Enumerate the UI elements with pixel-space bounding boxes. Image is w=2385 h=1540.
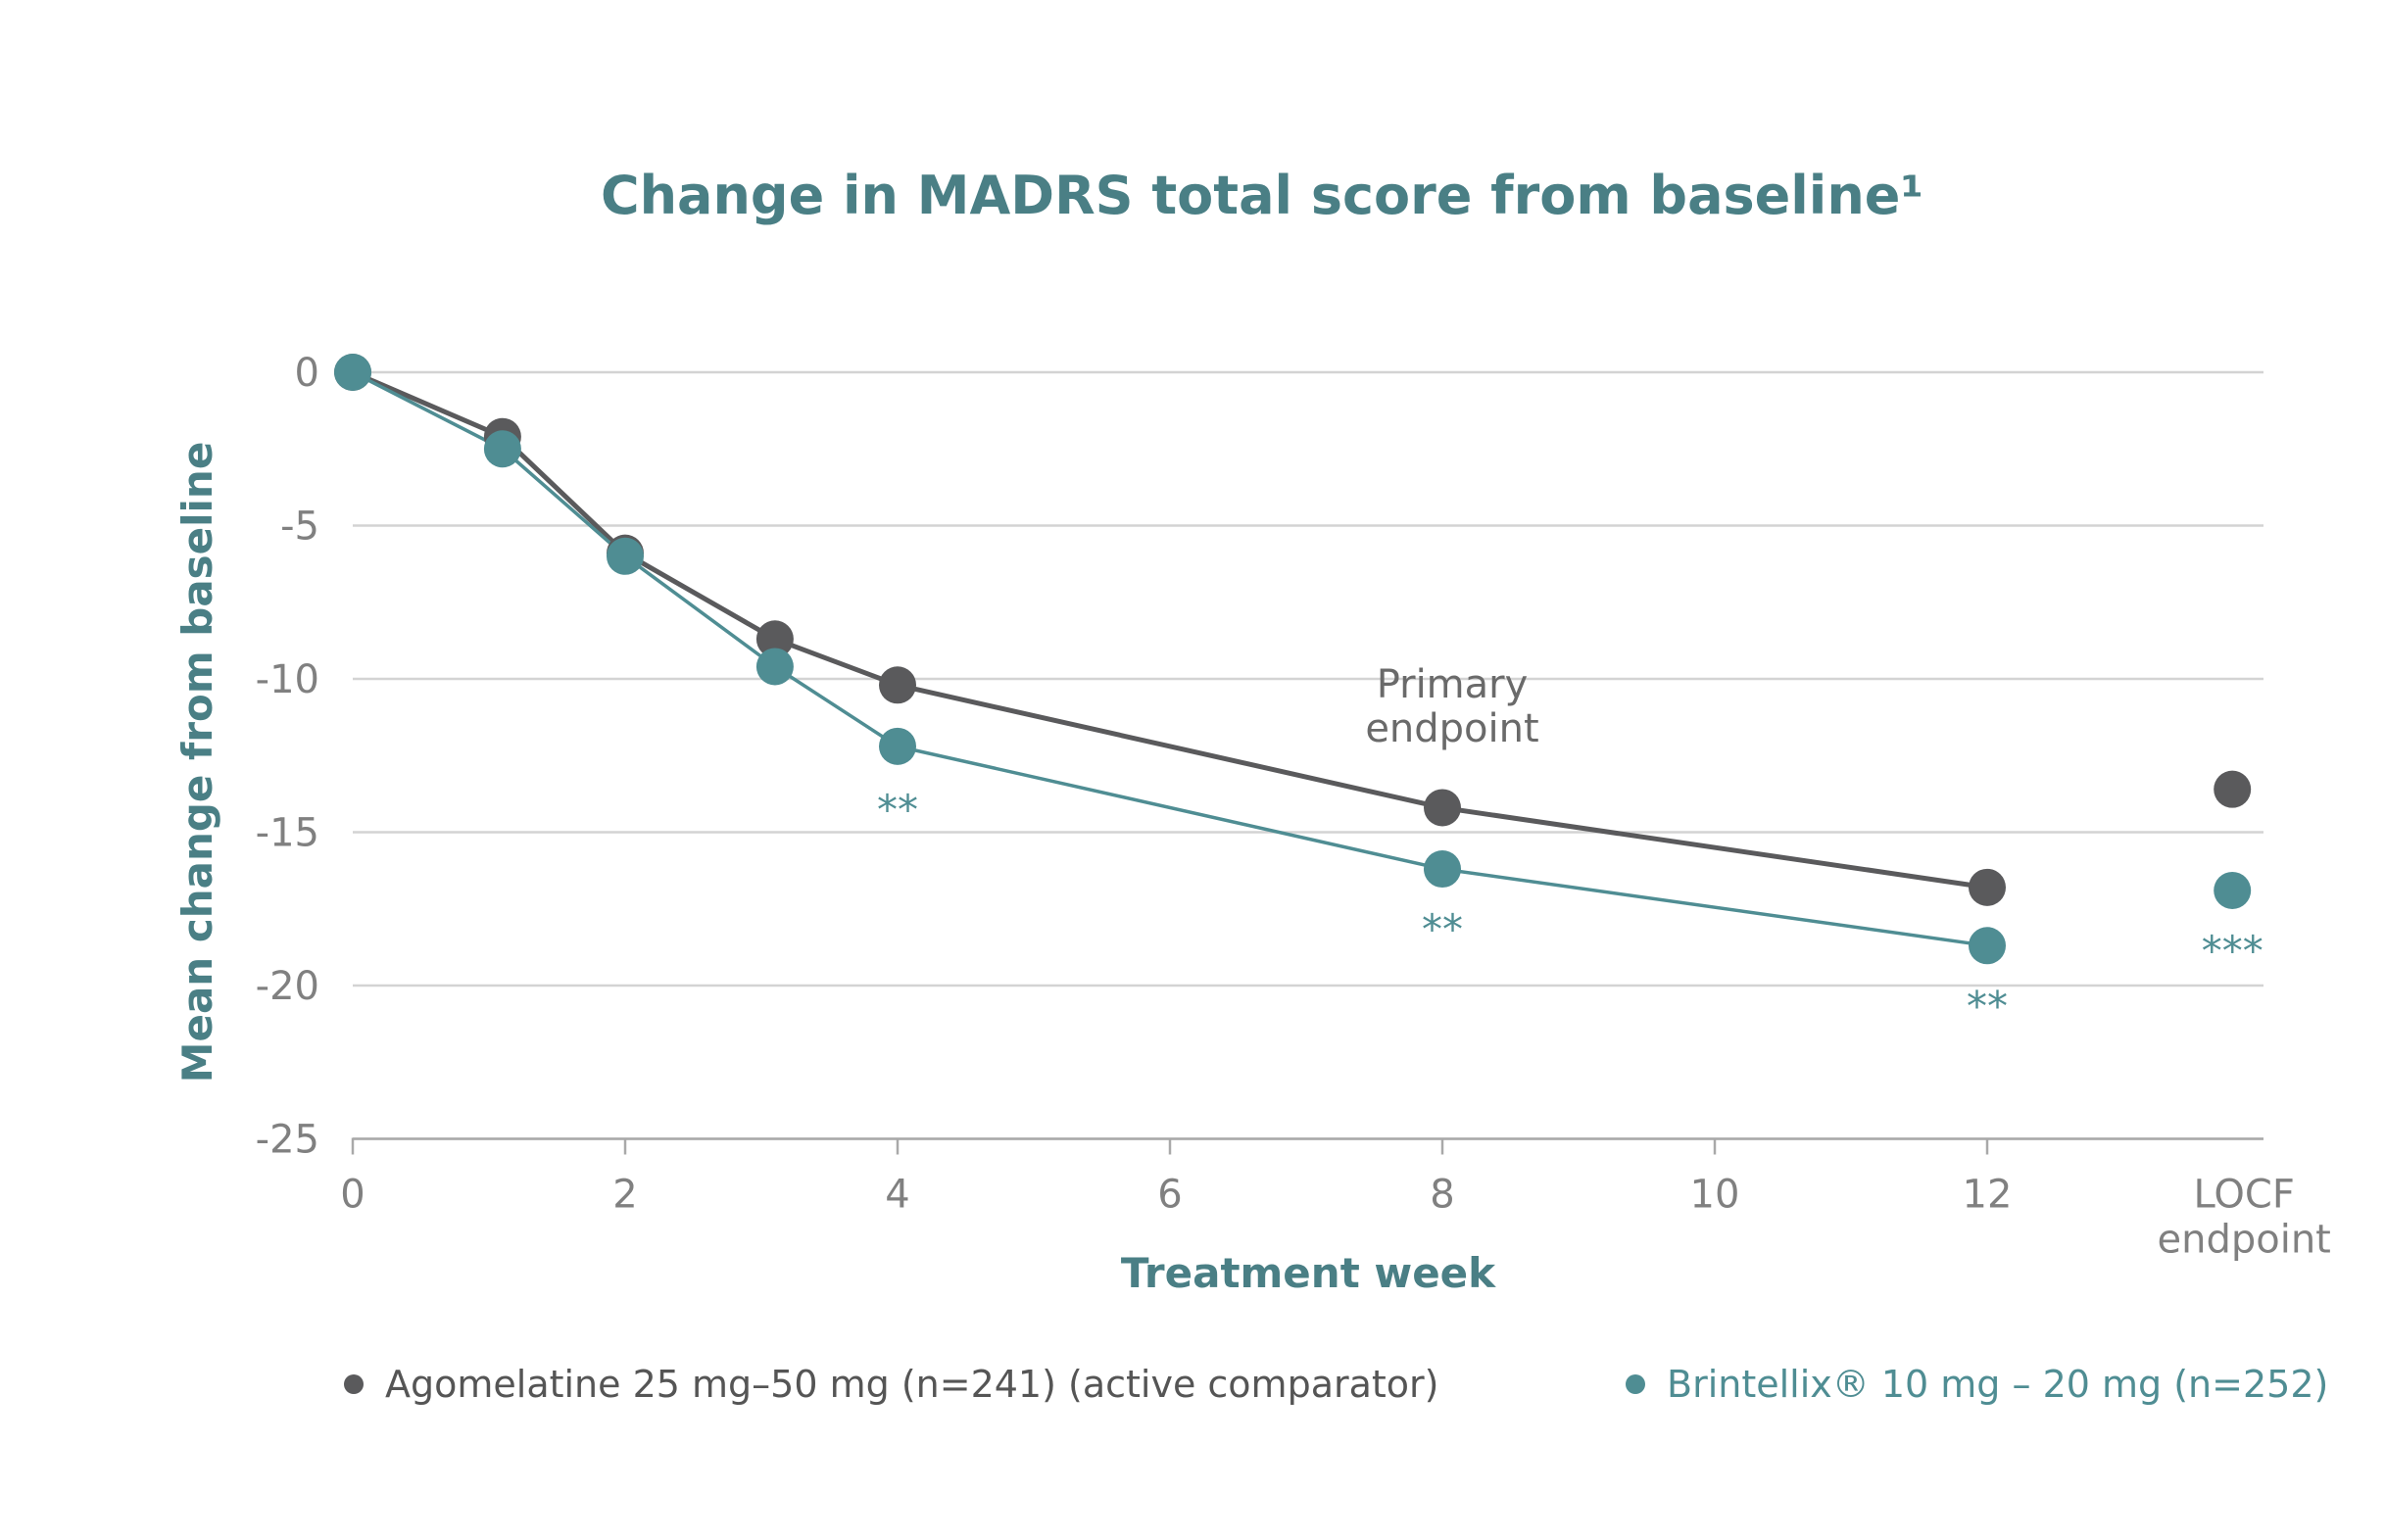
y-tick-label: -20 (256, 964, 319, 1009)
x-tick-label: 12 (1963, 1173, 2013, 1218)
x-tick-label-locf: endpoint (2158, 1218, 2331, 1263)
series-line-agomelatine (352, 369, 1988, 890)
y-tick-label: -15 (256, 811, 319, 856)
data-point-brintellix (607, 537, 644, 575)
data-point-agomelatine (1424, 789, 1461, 827)
x-tick-label: 2 (612, 1173, 637, 1218)
x-tick-label: 6 (1157, 1173, 1182, 1218)
y-tick-label: -10 (256, 657, 319, 702)
data-point-brintellix (879, 727, 916, 765)
y-tick-label: 0 (295, 351, 319, 396)
legend: Agomelatine 25 mg–50 mg (n=241) (active … (344, 1363, 2328, 1406)
legend-marker-agomelatine (344, 1374, 364, 1394)
data-point-brintellix (1424, 850, 1461, 889)
legend-label-brintellix: Brintellix® 10 mg – 20 mg (n=252) (1667, 1363, 2328, 1406)
series-line-brintellix (352, 370, 1988, 948)
x-tick-label: 4 (885, 1173, 909, 1218)
endpoint-point-agomelatine (2214, 770, 2252, 808)
significance-marker: ** (1422, 905, 1463, 953)
y-tick-label: -25 (256, 1118, 319, 1163)
data-point-agomelatine (1969, 868, 2006, 906)
data-point-brintellix (755, 648, 794, 686)
chart-title: Change in MADRS total score from baselin… (601, 165, 1923, 226)
significance-marker: ** (877, 786, 918, 834)
data-point-brintellix (483, 430, 521, 468)
primary-endpoint-label: Primary (1377, 662, 1529, 707)
data-point-brintellix (334, 354, 371, 391)
data-point-agomelatine (879, 666, 916, 704)
primary-endpoint-label: endpoint (1365, 706, 1538, 751)
significance-marker: ** (1967, 982, 2008, 1030)
x-tick-label: 10 (1690, 1173, 1740, 1218)
data-point-brintellix (1969, 927, 2006, 965)
y-axis-label: Mean change from baseline (173, 442, 221, 1083)
legend-marker-brintellix (1626, 1374, 1645, 1394)
legend-label-agomelatine: Agomelatine 25 mg–50 mg (n=241) (active … (385, 1363, 1439, 1406)
significance-marker: *** (2202, 927, 2263, 975)
y-axis: 0 -5 -10 -15 -20 -25 (256, 351, 319, 1163)
x-axis-label: Treatment week (1121, 1249, 1496, 1297)
y-tick-label: -5 (280, 505, 319, 550)
x-tick-label-locf: LOCF (2194, 1173, 2295, 1218)
x-tick-label: 8 (1430, 1173, 1454, 1218)
data-point-agomelatine (755, 620, 794, 658)
endpoint-point-brintellix (2214, 871, 2252, 909)
data-points (334, 354, 2252, 965)
x-tick-label: 0 (340, 1173, 365, 1218)
series-lines (352, 369, 1988, 948)
